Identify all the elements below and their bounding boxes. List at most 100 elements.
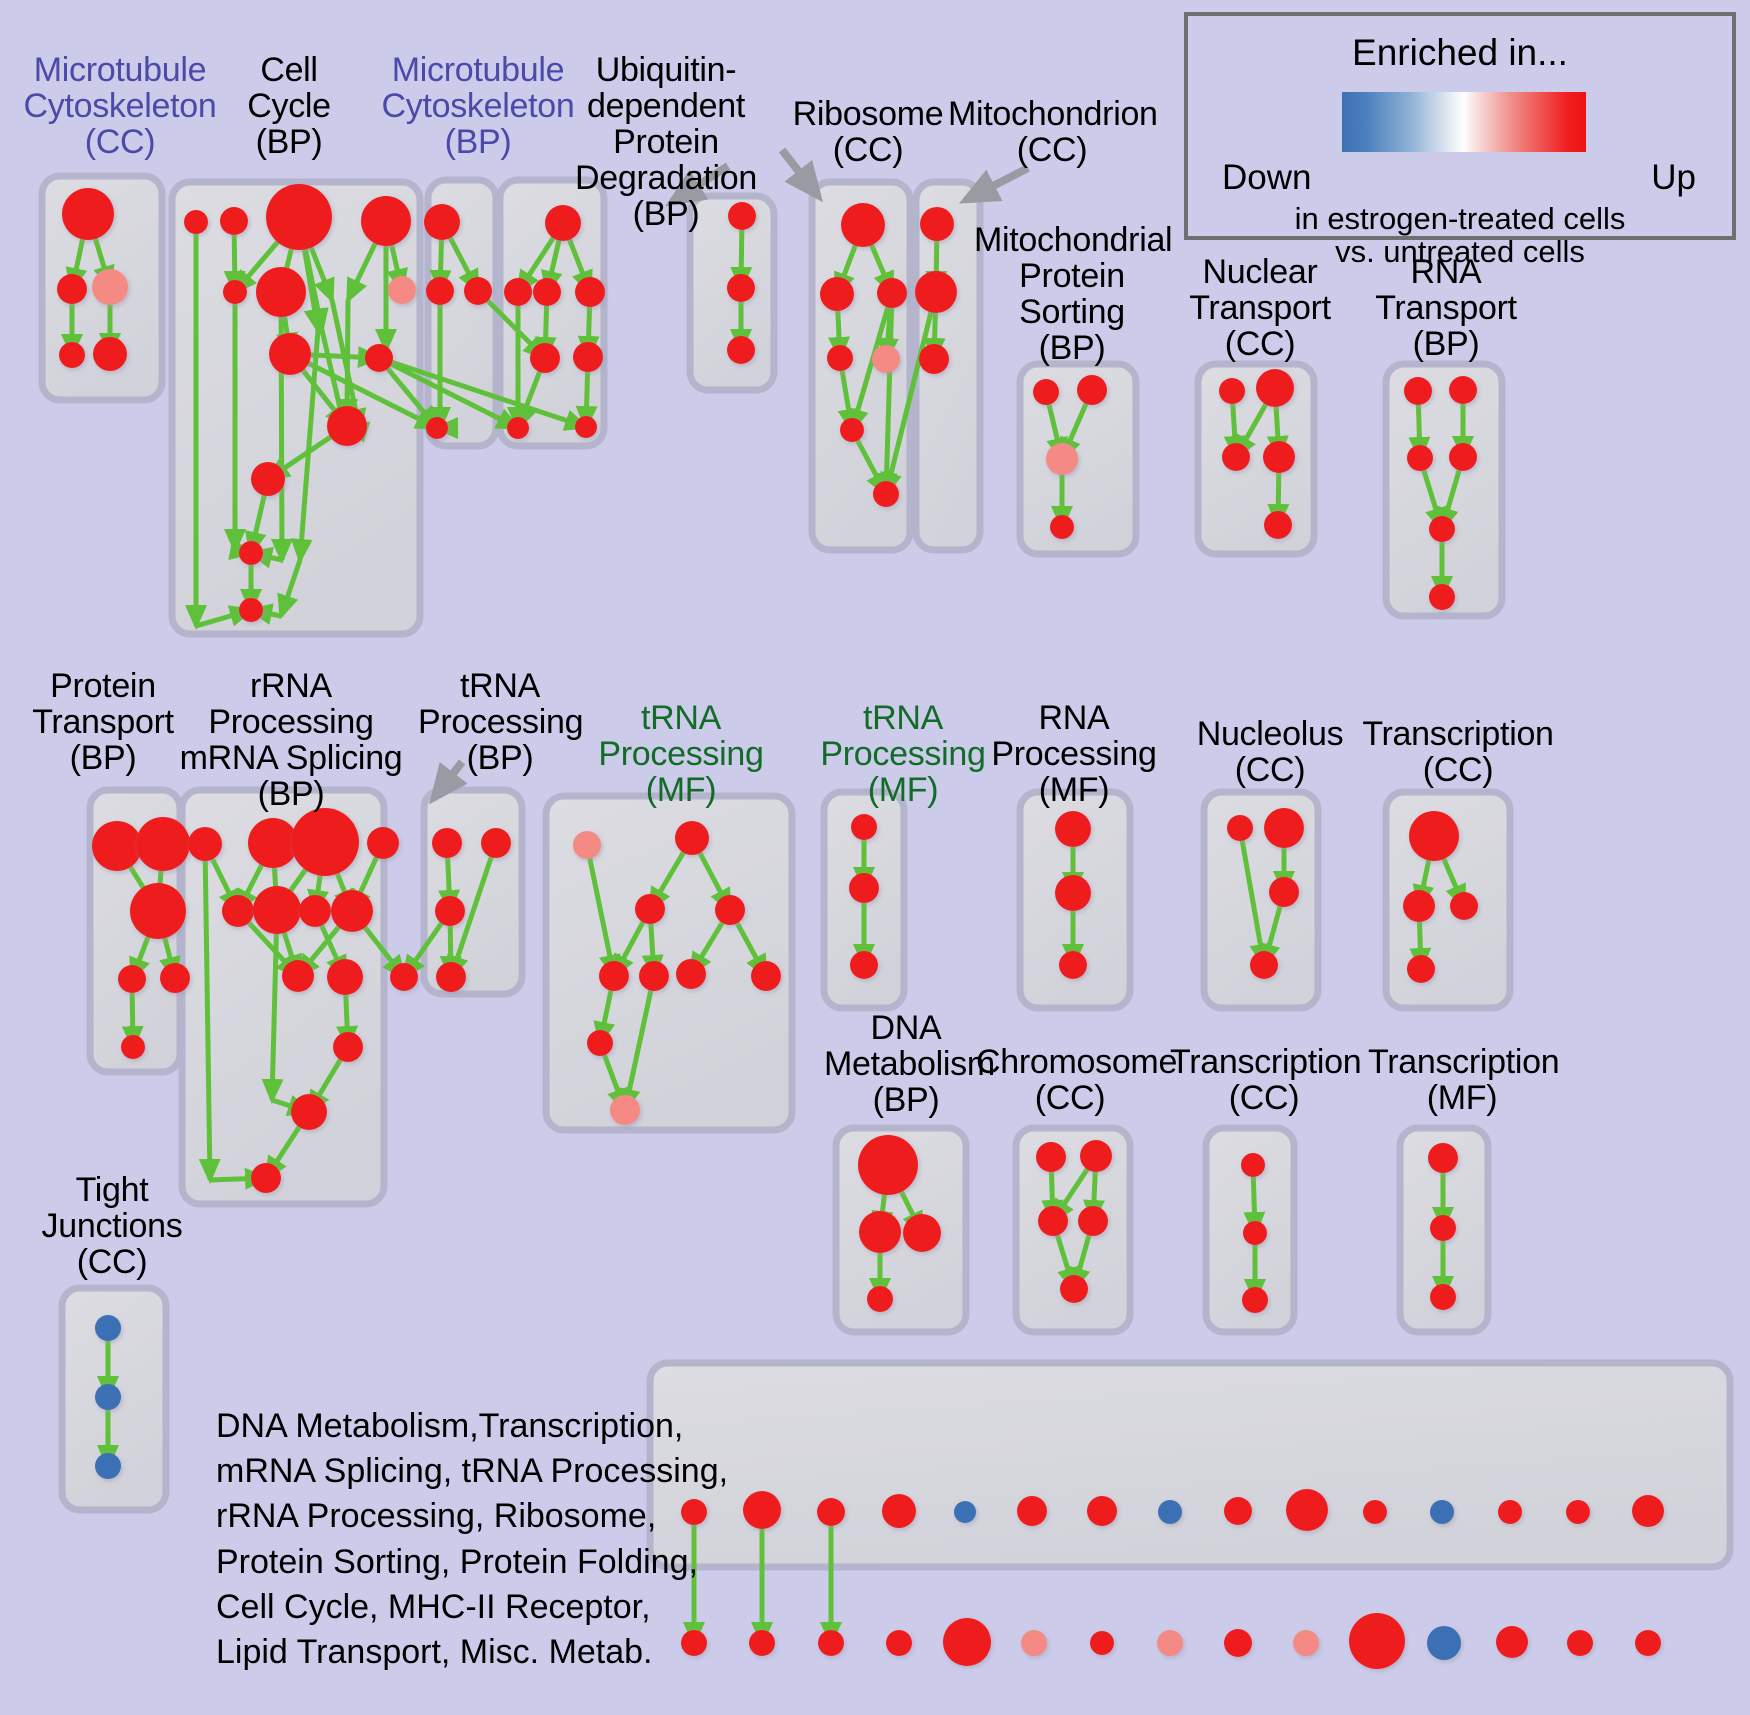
go-term-node[interactable]	[282, 960, 314, 992]
go-term-node[interactable]	[269, 333, 311, 375]
go-term-node[interactable]	[728, 202, 756, 230]
go-term-node[interactable]	[266, 184, 332, 250]
go-term-node[interactable]	[1256, 369, 1294, 407]
go-term-node[interactable]	[93, 337, 127, 371]
go-term-node[interactable]	[1158, 1500, 1182, 1524]
go-term-node[interactable]	[95, 1384, 121, 1410]
go-term-node[interactable]	[361, 196, 411, 246]
go-term-node[interactable]	[1404, 377, 1432, 405]
go-term-node[interactable]	[1264, 808, 1304, 848]
go-term-node[interactable]	[573, 342, 603, 372]
go-term-node[interactable]	[817, 1498, 845, 1526]
go-term-node[interactable]	[1080, 1140, 1112, 1172]
go-term-node[interactable]	[1429, 584, 1455, 610]
go-term-node[interactable]	[1050, 515, 1074, 539]
go-term-node[interactable]	[1038, 1206, 1068, 1236]
go-term-node[interactable]	[1269, 877, 1299, 907]
go-term-node[interactable]	[435, 896, 465, 926]
go-term-node[interactable]	[1264, 511, 1292, 539]
go-term-node[interactable]	[849, 873, 879, 903]
go-term-node[interactable]	[1055, 875, 1091, 911]
go-term-node[interactable]	[820, 277, 854, 311]
go-term-node[interactable]	[1059, 951, 1087, 979]
go-term-node[interactable]	[1077, 375, 1107, 405]
go-term-node[interactable]	[681, 1630, 707, 1656]
go-term-node[interactable]	[390, 963, 418, 991]
go-term-node[interactable]	[426, 417, 448, 439]
go-term-node[interactable]	[1363, 1500, 1387, 1524]
go-term-node[interactable]	[575, 277, 605, 307]
go-term-node[interactable]	[635, 894, 665, 924]
go-term-node[interactable]	[331, 890, 373, 932]
go-term-node[interactable]	[867, 1286, 893, 1312]
go-term-node[interactable]	[873, 481, 899, 507]
go-term-node[interactable]	[1017, 1496, 1047, 1526]
go-term-node[interactable]	[920, 207, 954, 241]
go-term-node[interactable]	[118, 965, 146, 993]
go-term-node[interactable]	[1293, 1630, 1319, 1656]
go-term-node[interactable]	[188, 827, 222, 861]
go-term-node[interactable]	[239, 598, 263, 622]
go-term-node[interactable]	[57, 274, 87, 304]
go-term-node[interactable]	[1427, 1626, 1461, 1660]
go-term-node[interactable]	[1219, 378, 1245, 404]
go-term-node[interactable]	[253, 886, 301, 934]
go-term-node[interactable]	[251, 462, 285, 496]
go-term-node[interactable]	[436, 962, 466, 992]
go-term-node[interactable]	[1250, 951, 1278, 979]
go-term-node[interactable]	[1263, 441, 1295, 473]
go-term-node[interactable]	[426, 277, 454, 305]
go-term-node[interactable]	[1033, 379, 1059, 405]
go-term-node[interactable]	[1046, 443, 1078, 475]
go-term-node[interactable]	[62, 188, 114, 240]
go-term-node[interactable]	[882, 1494, 916, 1528]
go-term-node[interactable]	[676, 959, 706, 989]
go-term-node[interactable]	[92, 269, 128, 305]
go-term-node[interactable]	[1496, 1626, 1528, 1658]
go-term-node[interactable]	[220, 207, 248, 235]
go-term-node[interactable]	[1449, 376, 1477, 404]
go-term-node[interactable]	[1090, 1631, 1114, 1655]
go-term-node[interactable]	[432, 828, 462, 858]
go-term-node[interactable]	[1021, 1630, 1047, 1656]
go-term-node[interactable]	[388, 276, 416, 304]
go-term-node[interactable]	[1036, 1142, 1066, 1172]
go-term-node[interactable]	[248, 818, 298, 868]
go-term-node[interactable]	[256, 267, 306, 317]
go-term-node[interactable]	[575, 416, 597, 438]
go-term-node[interactable]	[1428, 1143, 1458, 1173]
go-term-node[interactable]	[851, 814, 877, 840]
go-term-node[interactable]	[291, 808, 359, 876]
go-term-node[interactable]	[743, 1491, 781, 1529]
go-term-node[interactable]	[333, 1032, 363, 1062]
go-term-node[interactable]	[587, 1030, 613, 1056]
go-term-node[interactable]	[130, 883, 186, 939]
go-term-node[interactable]	[1227, 815, 1253, 841]
go-term-node[interactable]	[859, 1211, 901, 1253]
go-term-node[interactable]	[1635, 1630, 1661, 1656]
go-term-node[interactable]	[727, 274, 755, 302]
go-term-node[interactable]	[681, 1499, 707, 1525]
go-term-node[interactable]	[1403, 890, 1435, 922]
go-term-node[interactable]	[481, 828, 511, 858]
go-term-node[interactable]	[222, 895, 254, 927]
go-term-node[interactable]	[841, 203, 885, 247]
go-term-node[interactable]	[223, 280, 247, 304]
go-term-node[interactable]	[850, 951, 878, 979]
go-term-node[interactable]	[675, 821, 709, 855]
go-term-node[interactable]	[95, 1453, 121, 1479]
go-term-node[interactable]	[1430, 1284, 1456, 1310]
go-term-node[interactable]	[1087, 1496, 1117, 1526]
go-term-node[interactable]	[818, 1630, 844, 1656]
go-term-node[interactable]	[239, 541, 263, 565]
go-term-node[interactable]	[1222, 443, 1250, 471]
go-term-node[interactable]	[92, 821, 142, 871]
go-term-node[interactable]	[943, 1618, 991, 1666]
go-term-node[interactable]	[365, 344, 393, 372]
go-term-node[interactable]	[95, 1315, 121, 1341]
go-term-node[interactable]	[749, 1630, 775, 1656]
go-term-node[interactable]	[639, 961, 669, 991]
go-term-node[interactable]	[1224, 1629, 1252, 1657]
go-term-node[interactable]	[1078, 1206, 1108, 1236]
go-term-node[interactable]	[1241, 1153, 1265, 1177]
